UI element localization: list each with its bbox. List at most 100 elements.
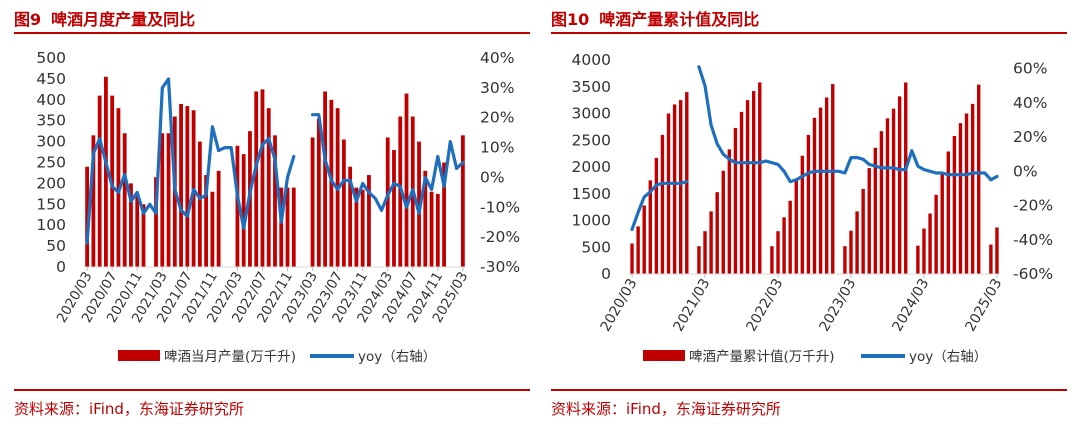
yoy-point <box>273 158 277 161</box>
bar <box>739 111 744 275</box>
yoy-point <box>722 152 725 156</box>
yoy-point <box>348 179 352 182</box>
yoy-point <box>442 185 446 188</box>
bar <box>279 187 284 267</box>
yoy-point <box>92 152 95 155</box>
yoy-point <box>667 182 670 185</box>
yoy-point <box>255 164 258 167</box>
bar <box>367 175 371 267</box>
yoy-point <box>813 170 816 173</box>
bar <box>715 192 719 274</box>
bar <box>977 84 981 274</box>
yoy-point <box>267 137 270 140</box>
bar <box>260 89 265 267</box>
bar <box>154 177 158 267</box>
yoy-point <box>886 166 889 170</box>
bar <box>310 137 315 267</box>
yoy-point <box>971 171 974 175</box>
bar <box>630 243 634 274</box>
bar <box>273 135 277 267</box>
bar <box>654 157 659 274</box>
bar <box>703 231 707 274</box>
yoy-point <box>104 161 108 164</box>
bar <box>916 245 920 274</box>
y-right-tick-label: 10% <box>480 139 514 157</box>
legend-bar-swatch <box>643 350 685 361</box>
yoy-point <box>776 163 780 166</box>
y-right-tick-label: -20% <box>1013 197 1053 215</box>
chart-panel-left: 图9 啤酒月度产量及同比 500 450 400 350 300 250 200 150 100 5… <box>14 0 540 433</box>
source-rule <box>551 389 1067 391</box>
yoy-point <box>855 156 859 159</box>
yoy-point <box>661 182 664 185</box>
yoy-point <box>411 188 414 191</box>
bar <box>891 108 896 274</box>
y-left-tick-label: 450 <box>36 70 66 88</box>
yoy-point <box>819 170 822 173</box>
bar <box>964 113 969 274</box>
bar <box>812 117 817 274</box>
yoy-point <box>186 215 189 218</box>
figure-number: 图9 <box>14 10 42 29</box>
yoy-point <box>361 182 364 185</box>
bar <box>285 187 290 267</box>
y-right-tick-label: 0% <box>1013 162 1038 180</box>
yoy-point <box>898 168 901 171</box>
yoy-point <box>424 176 427 179</box>
bar <box>672 104 677 274</box>
y-left-tick-label: 3000 <box>572 105 611 123</box>
bar <box>946 151 951 274</box>
bar <box>995 227 999 274</box>
x-tick-label: 2024/03 <box>889 276 932 334</box>
x-tick-label: 2025/03 <box>962 276 1005 334</box>
legend-line-label: yoy（右轴） <box>909 349 987 365</box>
yoy-point <box>455 167 458 170</box>
bar <box>166 133 171 267</box>
yoy-point <box>922 168 926 171</box>
bar <box>291 187 296 267</box>
yoy-point <box>342 179 346 182</box>
yoy-point <box>123 173 126 176</box>
bar <box>958 123 963 274</box>
bar <box>141 204 146 267</box>
bar <box>843 246 847 274</box>
source-rule <box>14 389 530 391</box>
yoy-point <box>355 200 358 203</box>
bar <box>97 95 102 267</box>
yoy-point <box>715 142 719 146</box>
yoy-point <box>636 211 640 214</box>
yoy-point <box>995 175 999 178</box>
yoy-point <box>85 241 89 245</box>
yoy-point <box>311 113 314 116</box>
y-left-tick-label: 150 <box>36 195 66 213</box>
yoy-point <box>643 195 646 199</box>
y-left-tick-label: 500 <box>36 49 66 67</box>
y-right-tick-label: 0% <box>480 168 505 186</box>
bar <box>442 162 446 267</box>
y-right-tick-label: -20% <box>480 228 520 246</box>
yoy-point <box>868 163 871 166</box>
yoy-point <box>449 140 452 143</box>
y-left-tick-label: 1000 <box>572 212 611 230</box>
yoy-point <box>217 149 220 152</box>
bar <box>897 96 902 274</box>
legend-line-label: yoy（右轴） <box>358 349 436 365</box>
figure-title: 啤酒月度产量及同比 <box>51 10 196 29</box>
bar <box>348 166 353 267</box>
bar <box>329 99 334 267</box>
yoy-point <box>795 178 798 182</box>
bar <box>197 141 202 267</box>
yoy-point <box>461 161 465 164</box>
bar <box>122 133 127 267</box>
bar <box>885 118 890 274</box>
bar <box>660 134 665 274</box>
bar <box>721 170 725 274</box>
bar <box>709 211 713 274</box>
yoy-point <box>386 194 389 197</box>
y-right-tick-label: 30% <box>480 79 514 97</box>
bar <box>940 172 944 274</box>
title-rule <box>14 32 530 34</box>
bar <box>104 76 108 267</box>
yoy-point <box>649 190 652 194</box>
bar <box>435 193 440 267</box>
